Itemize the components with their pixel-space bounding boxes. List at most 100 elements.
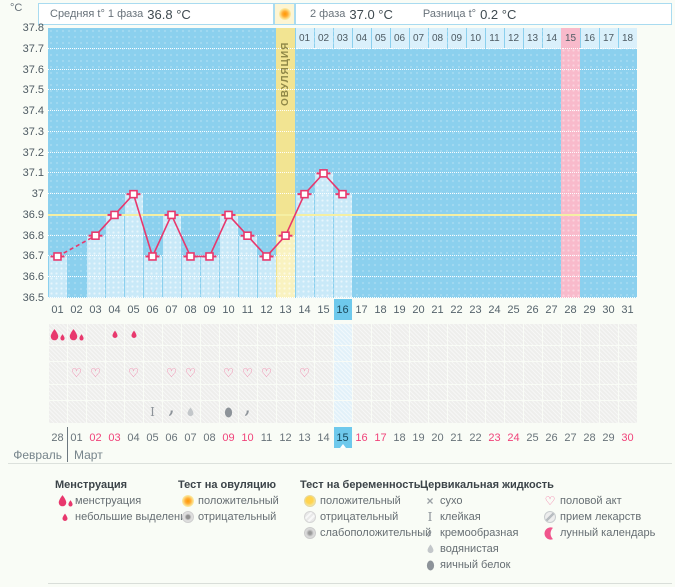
cycle-day-label[interactable]: 03 [89, 303, 102, 316]
symbol-cell[interactable] [428, 324, 447, 345]
symbol-cell[interactable] [48, 401, 67, 423]
watery-icon[interactable] [181, 401, 200, 423]
symbol-cell[interactable] [333, 346, 352, 361]
day-column[interactable] [105, 214, 124, 298]
symbol-cell[interactable] [618, 362, 637, 384]
symbol-cell[interactable] [105, 401, 124, 423]
cycle-day-label[interactable]: 20 [412, 303, 425, 316]
symbol-cell[interactable] [105, 362, 124, 384]
symbol-cell[interactable] [561, 346, 580, 361]
symbol-cell[interactable] [466, 362, 485, 384]
symbol-cell[interactable] [181, 346, 200, 361]
day-column[interactable] [124, 194, 143, 298]
symbol-cell[interactable] [523, 401, 542, 423]
symbol-cell[interactable] [124, 385, 143, 400]
day-column[interactable] [219, 214, 238, 298]
spotting-icon[interactable] [124, 324, 143, 345]
symbol-cell[interactable] [181, 324, 200, 345]
cycle-day-label[interactable]: 30 [602, 303, 615, 316]
symbol-cell[interactable] [504, 324, 523, 345]
symbol-cell[interactable] [143, 385, 162, 400]
symbol-cell[interactable] [257, 385, 276, 400]
symbol-cell[interactable] [390, 324, 409, 345]
symbol-cell[interactable] [276, 362, 295, 384]
cycle-day-label[interactable]: 12 [260, 303, 273, 316]
symbol-cell[interactable] [542, 362, 561, 384]
cycle-day-label[interactable]: 23 [469, 303, 482, 316]
symbol-cell[interactable] [485, 385, 504, 400]
symbol-cell[interactable] [295, 346, 314, 361]
symbol-cell[interactable] [447, 346, 466, 361]
symbol-cell[interactable] [523, 362, 542, 384]
symbol-cell[interactable] [219, 324, 238, 345]
symbol-cell[interactable] [238, 346, 257, 361]
cycle-day-label[interactable]: 06 [146, 303, 159, 316]
creamy-icon[interactable]: , [238, 401, 257, 423]
day-column[interactable] [295, 194, 314, 298]
cycle-day-label[interactable]: 24 [488, 303, 501, 316]
symbol-cell[interactable] [67, 401, 86, 423]
symbol-cell[interactable] [200, 324, 219, 345]
symbol-cell[interactable] [314, 401, 333, 423]
symbol-cell[interactable] [447, 401, 466, 423]
symbol-cell[interactable] [48, 346, 67, 361]
symbol-cell[interactable] [390, 401, 409, 423]
ovulation-day-column[interactable] [276, 28, 295, 298]
cycle-day-label[interactable]: 29 [583, 303, 596, 316]
symbol-cell[interactable] [542, 401, 561, 423]
symbol-cell[interactable] [219, 346, 238, 361]
symbol-cell[interactable] [409, 362, 428, 384]
symbol-cell[interactable] [352, 385, 371, 400]
cycle-day-label[interactable]: 17 [355, 303, 368, 316]
symbol-cell[interactable] [276, 324, 295, 345]
symbol-cell[interactable] [86, 324, 105, 345]
symbol-cell[interactable] [257, 401, 276, 423]
symbol-cell[interactable] [542, 385, 561, 400]
symbol-cell[interactable] [542, 346, 561, 361]
symbol-cell[interactable] [485, 324, 504, 345]
symbol-cell[interactable] [162, 324, 181, 345]
cycle-day-label[interactable]: 08 [184, 303, 197, 316]
symbol-cell[interactable] [618, 346, 637, 361]
symbol-cell[interactable] [523, 346, 542, 361]
cycle-day-label[interactable]: 16 [333, 299, 352, 320]
spotting-icon[interactable] [105, 324, 124, 345]
symbol-cell[interactable] [561, 401, 580, 423]
symbol-cell[interactable] [314, 362, 333, 384]
symbol-cell[interactable] [276, 401, 295, 423]
symbol-cell[interactable] [618, 401, 637, 423]
symbol-cell[interactable] [333, 324, 352, 345]
symbol-cell[interactable] [561, 362, 580, 384]
symbol-cell[interactable] [447, 385, 466, 400]
cycle-day-label[interactable]: 07 [165, 303, 178, 316]
symbol-cell[interactable] [200, 385, 219, 400]
intercourse-icon[interactable]: ♡ [238, 362, 257, 384]
cycle-day-label[interactable]: 02 [70, 303, 83, 316]
symbol-cell[interactable] [295, 401, 314, 423]
cycle-day-label[interactable]: 18 [374, 303, 387, 316]
cycle-day-label[interactable]: 28 [564, 303, 577, 316]
symbol-cell[interactable] [295, 385, 314, 400]
symbol-cell[interactable] [238, 385, 257, 400]
intercourse-icon[interactable]: ♡ [219, 362, 238, 384]
cycle-day-label[interactable]: 31 [621, 303, 634, 316]
menstruation-heavy-icon[interactable] [67, 324, 86, 345]
day-column[interactable] [143, 256, 162, 298]
symbol-cell[interactable] [295, 324, 314, 345]
eggwhite-icon[interactable] [219, 401, 238, 423]
cycle-day-label[interactable]: 27 [545, 303, 558, 316]
symbol-cell[interactable] [428, 362, 447, 384]
symbol-cell[interactable] [599, 324, 618, 345]
symbol-cell[interactable] [124, 346, 143, 361]
cycle-day-label[interactable]: 13 [279, 303, 292, 316]
symbol-cell[interactable] [352, 362, 371, 384]
intercourse-icon[interactable]: ♡ [181, 362, 200, 384]
symbol-cell[interactable] [314, 324, 333, 345]
symbol-cell[interactable] [371, 401, 390, 423]
symbol-cell[interactable] [466, 401, 485, 423]
symbol-cell[interactable] [466, 385, 485, 400]
cycle-day-label[interactable]: 01 [51, 303, 64, 316]
cycle-day-label[interactable]: 10 [222, 303, 235, 316]
symbol-cell[interactable] [371, 346, 390, 361]
symbol-cell[interactable] [580, 362, 599, 384]
